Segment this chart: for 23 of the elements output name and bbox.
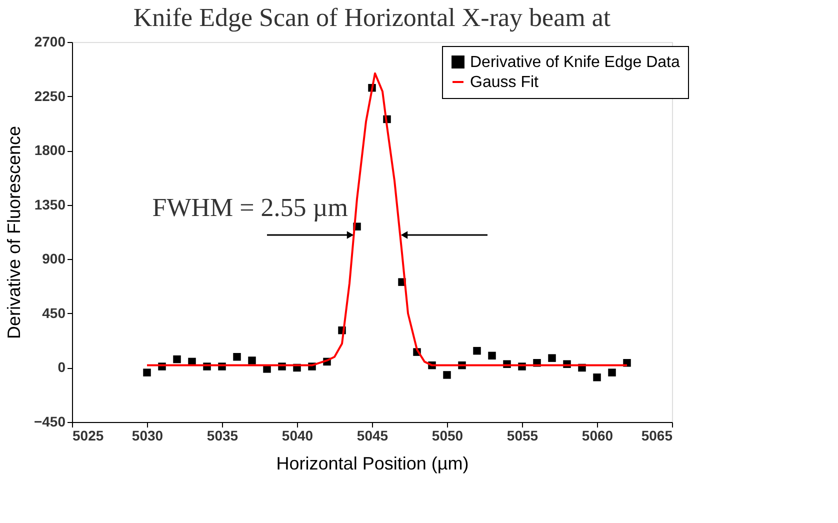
x-tick-label: 5040: [282, 428, 314, 444]
x-tick-label: 5035: [206, 428, 238, 444]
y-tick-label: 900: [42, 250, 66, 267]
x-tick-label: 5055: [506, 428, 538, 444]
y-tick-label: 2250: [34, 88, 66, 104]
y-tick-label: 450: [42, 304, 66, 321]
annotation: FWHM = 2.55 µm: [152, 193, 348, 222]
y-tick-label: 2700: [34, 34, 66, 50]
legend-label: Gauss Fit: [470, 74, 540, 91]
x-tick-label: 5030: [132, 428, 164, 444]
y-tick-label: 1800: [34, 142, 66, 158]
y-axis-title: Derivative of Fluorescence: [4, 126, 24, 340]
x-tick-label: 5050: [432, 428, 464, 444]
y-tick-label: −450: [34, 414, 66, 430]
x-tick-label: 5065: [641, 428, 673, 444]
y-tick-label: 1350: [34, 196, 66, 212]
x-tick-label: 5025: [72, 428, 104, 444]
chart-title: Knife Edge Scan of Horizontal X-ray beam at: [133, 3, 612, 32]
x-tick-label: 5060: [582, 428, 614, 444]
x-tick-label: 5045: [356, 428, 388, 444]
legend-label: Derivative of Knife Edge Data: [470, 54, 680, 71]
y-tick-label: 0: [58, 359, 66, 376]
x-axis-title: Horizontal Position (µm): [276, 454, 469, 474]
